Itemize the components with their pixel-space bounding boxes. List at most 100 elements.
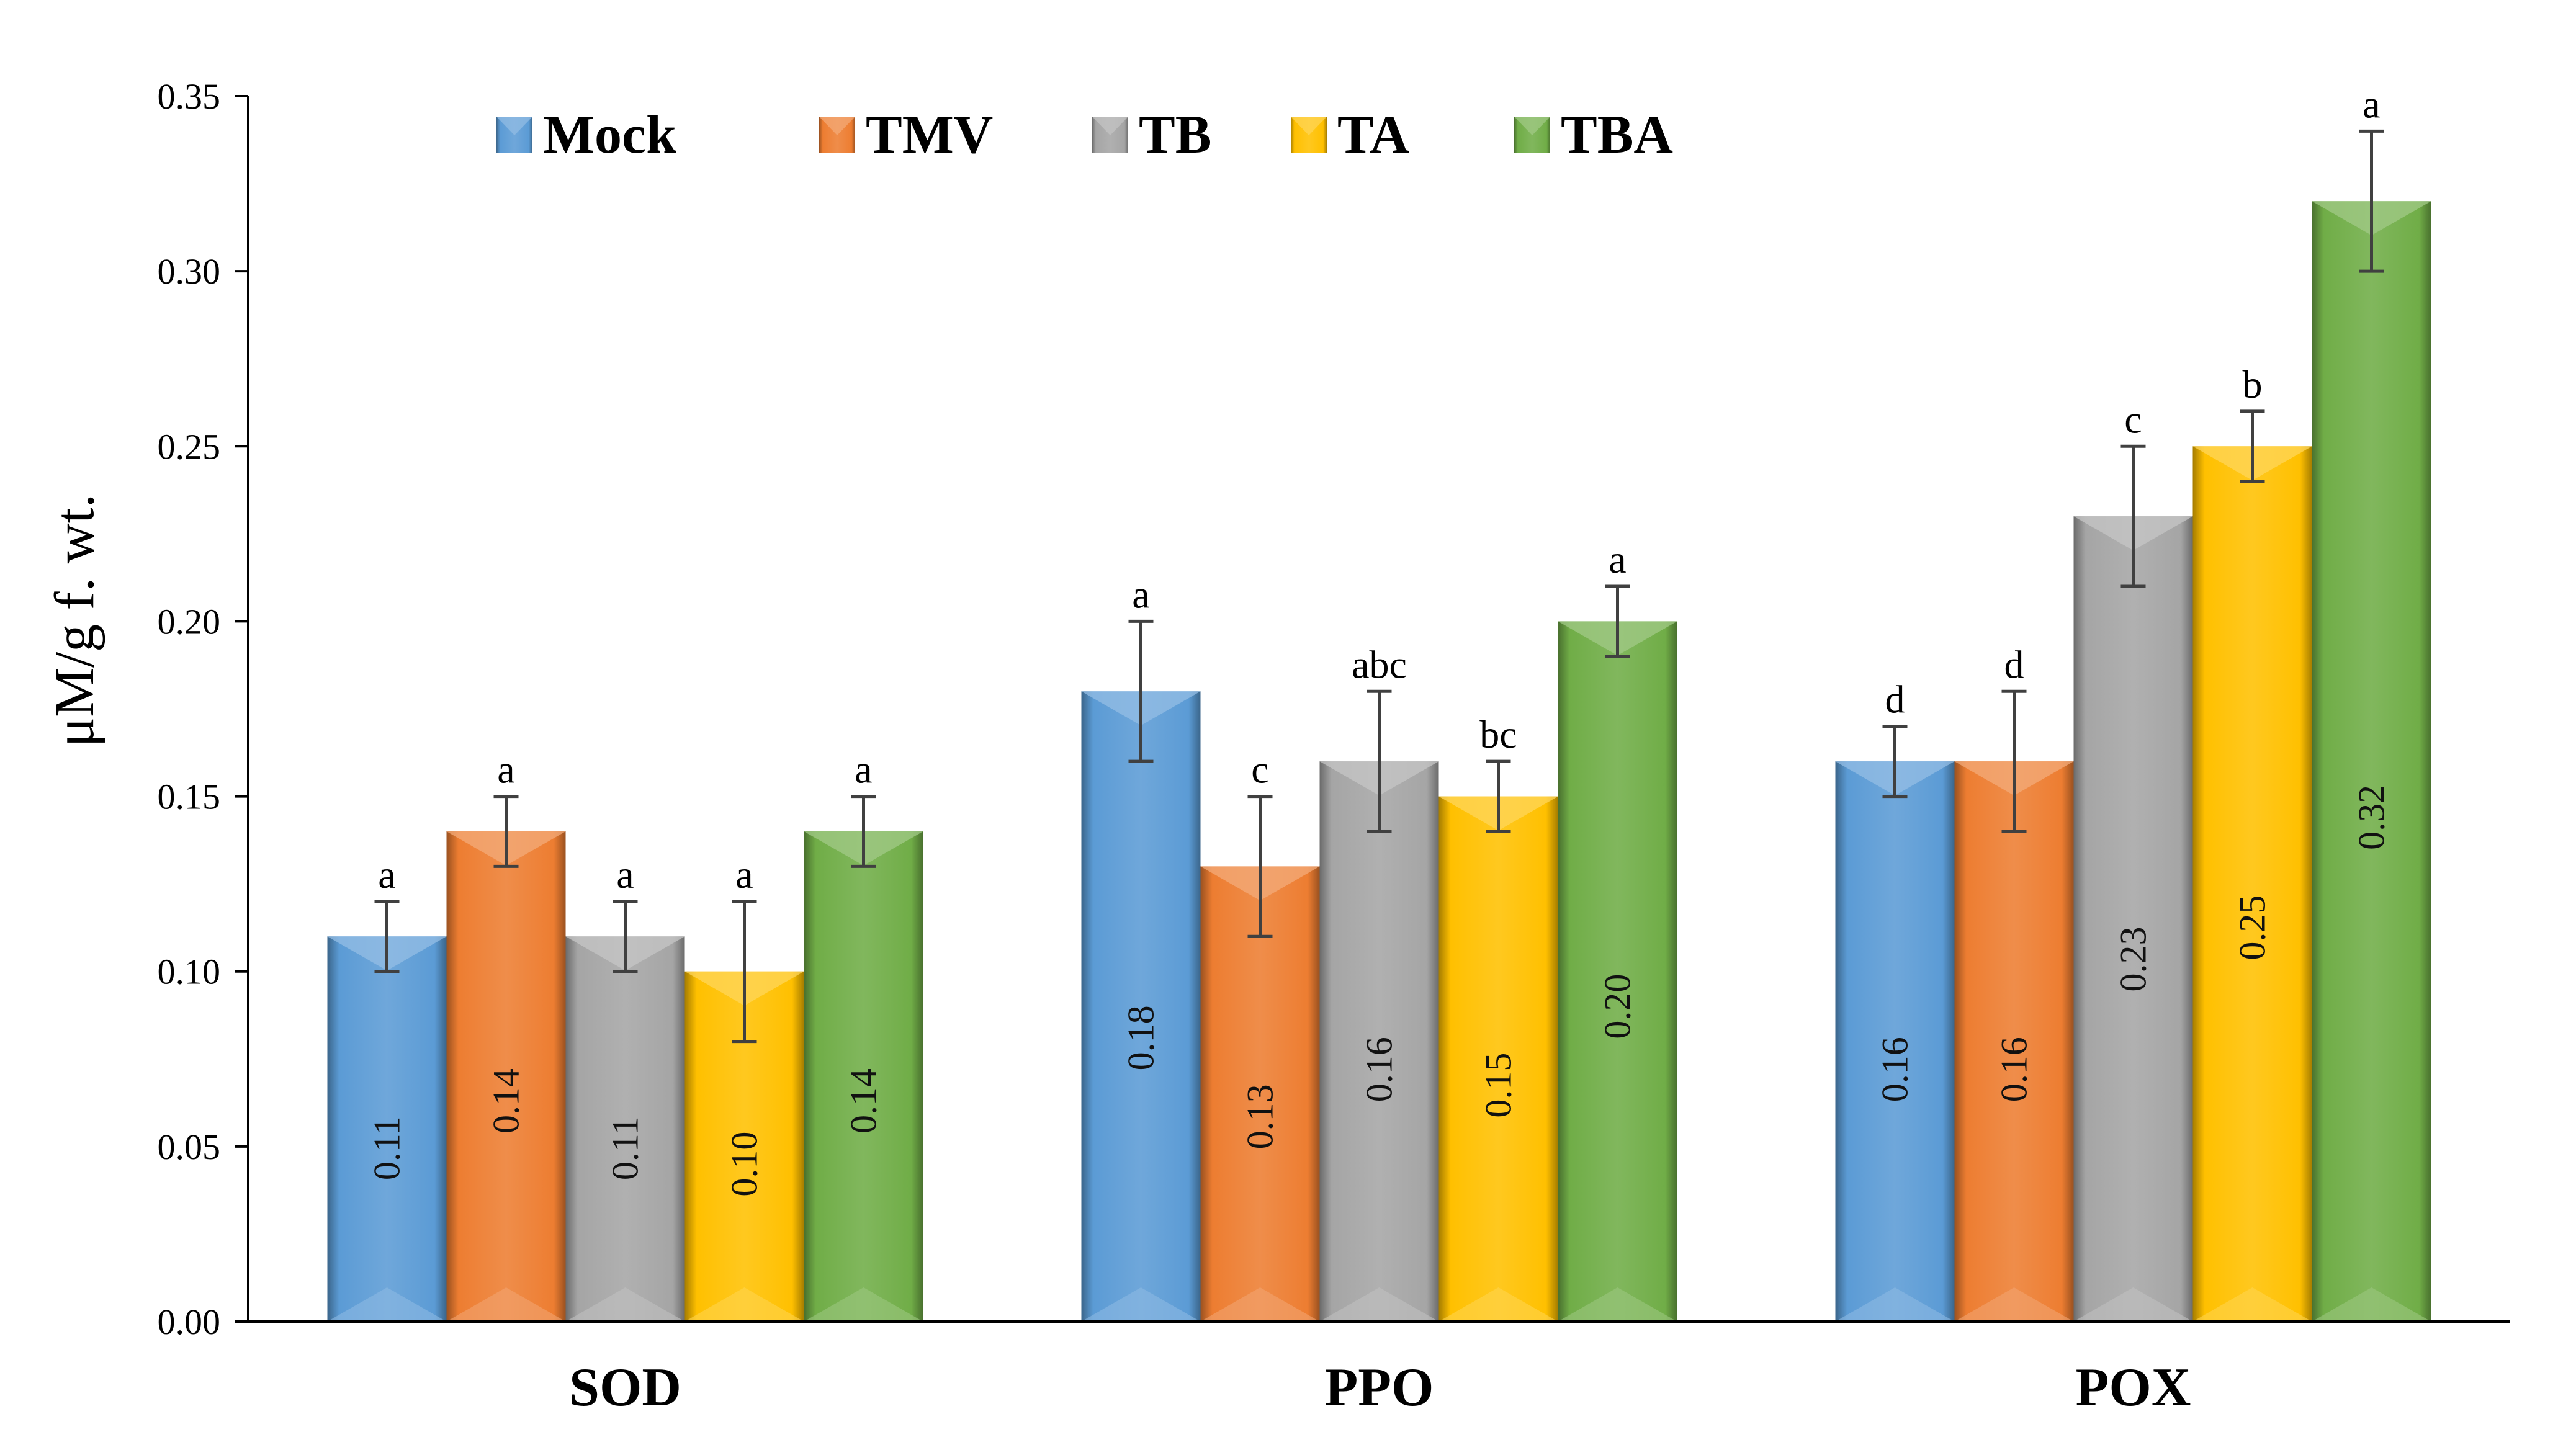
bar: [1835, 761, 1955, 1322]
significance-letter: a: [616, 852, 634, 897]
bar: [1319, 761, 1439, 1322]
significance-letter: bc: [1479, 712, 1517, 756]
legend-label: TB: [1139, 105, 1211, 165]
bar: [327, 936, 447, 1322]
bar: [1558, 621, 1677, 1322]
bar-value-label: 0.13: [1240, 1084, 1281, 1149]
bar-bevel-bottom: [1835, 1287, 1955, 1322]
significance-letter: a: [378, 852, 395, 897]
bar-group: c 0.23: [2073, 397, 2193, 1322]
significance-letter: a: [2363, 82, 2380, 126]
bar-bevel-bottom: [804, 1287, 923, 1322]
bar-bevel-bottom: [565, 1287, 685, 1322]
bar-group: d 0.16: [1954, 642, 2074, 1322]
bar-group: c 0.13: [1200, 748, 1320, 1322]
y-tick-label: 0.15: [158, 777, 221, 817]
bar: [2312, 201, 2431, 1322]
legend-swatch-bevel: [1291, 117, 1327, 135]
x-category-label: SOD: [569, 1358, 681, 1418]
legend-item: Mock: [496, 105, 676, 165]
bar: [2192, 446, 2312, 1322]
bar-group: d 0.16: [1835, 678, 1955, 1322]
y-axis: 0.00 0.05 0.10 0.15 0.20 0.25 0.30 0.35: [158, 76, 249, 1342]
bar-bevel-bottom: [1081, 1287, 1201, 1322]
bar-bevel-bottom: [1954, 1287, 2074, 1322]
bar-bevel-bottom: [327, 1287, 447, 1322]
bar-group: a 0.32: [2312, 82, 2431, 1322]
bar: [1081, 691, 1201, 1322]
legend-label: Mock: [543, 105, 676, 165]
bar-value-label: 0.11: [367, 1116, 408, 1180]
x-category-label: PPO: [1325, 1358, 1434, 1418]
bar-group: abc 0.16: [1319, 642, 1439, 1322]
bar-group: a 0.14: [446, 748, 566, 1322]
y-tick-label: 0.25: [158, 426, 221, 467]
x-category-label: POX: [2076, 1358, 2191, 1418]
legend-item: TB: [1092, 105, 1211, 165]
bar-group: b 0.25: [2192, 362, 2312, 1322]
bar-bevel-bottom: [2312, 1287, 2431, 1322]
bar-bevel-bottom: [1438, 1287, 1558, 1322]
y-tick-label: 0.00: [158, 1302, 221, 1342]
bar-bevel-bottom: [2073, 1287, 2193, 1322]
bar: [565, 936, 685, 1322]
y-axis-label: μM/g f. wt.: [44, 494, 105, 747]
legend-item: TBA: [1514, 105, 1673, 165]
bar-value-label: 0.14: [843, 1068, 884, 1134]
significance-letter: a: [1609, 537, 1626, 581]
bar-group: a 0.10: [684, 852, 804, 1322]
bar: [446, 831, 566, 1322]
x-axis: SOD PPO POX: [248, 1320, 2510, 1418]
bar-group: a 0.11: [327, 852, 447, 1322]
significance-letter: c: [1251, 748, 1268, 792]
bar: [1438, 796, 1558, 1322]
legend-swatch-bevel: [819, 117, 855, 135]
bar-value-label: 0.15: [1478, 1053, 1519, 1118]
bar-bevel-bottom: [446, 1287, 566, 1322]
bar-value-label: 0.32: [2351, 785, 2392, 850]
significance-letter: a: [735, 852, 753, 897]
bar-group: bc 0.15: [1438, 712, 1558, 1322]
significance-letter: b: [2243, 362, 2263, 406]
bar-value-label: 0.18: [1121, 1005, 1162, 1070]
significance-letter: c: [2124, 397, 2142, 441]
legend-swatch-bevel: [1092, 117, 1128, 135]
significance-letter: a: [1132, 572, 1149, 616]
legend-swatch-bevel: [496, 117, 532, 135]
bar-value-label: 0.10: [724, 1132, 765, 1197]
significance-letter: abc: [1352, 642, 1407, 686]
legend-item: TA: [1291, 105, 1409, 165]
bar-group: a 0.20: [1558, 537, 1677, 1322]
bar-group: a 0.18: [1081, 572, 1201, 1322]
y-tick-label: 0.10: [158, 952, 221, 992]
legend-swatch-bevel: [1514, 117, 1550, 135]
bar-value-label: 0.11: [605, 1116, 646, 1180]
legend: Mock TMV TB TA TBA: [496, 105, 1673, 165]
bar-value-label: 0.14: [486, 1068, 527, 1134]
significance-letter: d: [2004, 642, 2024, 686]
bar-value-label: 0.16: [1875, 1037, 1916, 1102]
bar-bevel-bottom: [1200, 1287, 1320, 1322]
legend-item: TMV: [819, 105, 993, 165]
bar: [1200, 866, 1320, 1322]
bar-series: a0.11a0.14a0.11a0.10a0.14a0.18c0.13abc0.…: [327, 82, 2431, 1322]
significance-letter: a: [855, 748, 872, 792]
y-tick-label: 0.05: [158, 1127, 221, 1167]
bar: [2073, 516, 2193, 1322]
bar-value-label: 0.25: [2232, 895, 2273, 960]
bar-bevel-bottom: [684, 1287, 804, 1322]
bar: [804, 831, 923, 1322]
bar-group: a 0.14: [804, 748, 923, 1322]
bar-bevel-bottom: [2192, 1287, 2312, 1322]
legend-label: TMV: [866, 105, 993, 165]
bar-bevel-bottom: [1558, 1287, 1677, 1322]
bar-value-label: 0.20: [1597, 974, 1638, 1039]
y-tick-label: 0.30: [158, 251, 221, 292]
y-tick-label: 0.35: [158, 76, 221, 117]
bar-value-label: 0.16: [1359, 1037, 1400, 1102]
significance-letter: a: [497, 748, 514, 792]
bar-bevel-bottom: [1319, 1287, 1439, 1322]
bar-value-label: 0.23: [2113, 926, 2154, 991]
y-tick-label: 0.20: [158, 601, 221, 642]
